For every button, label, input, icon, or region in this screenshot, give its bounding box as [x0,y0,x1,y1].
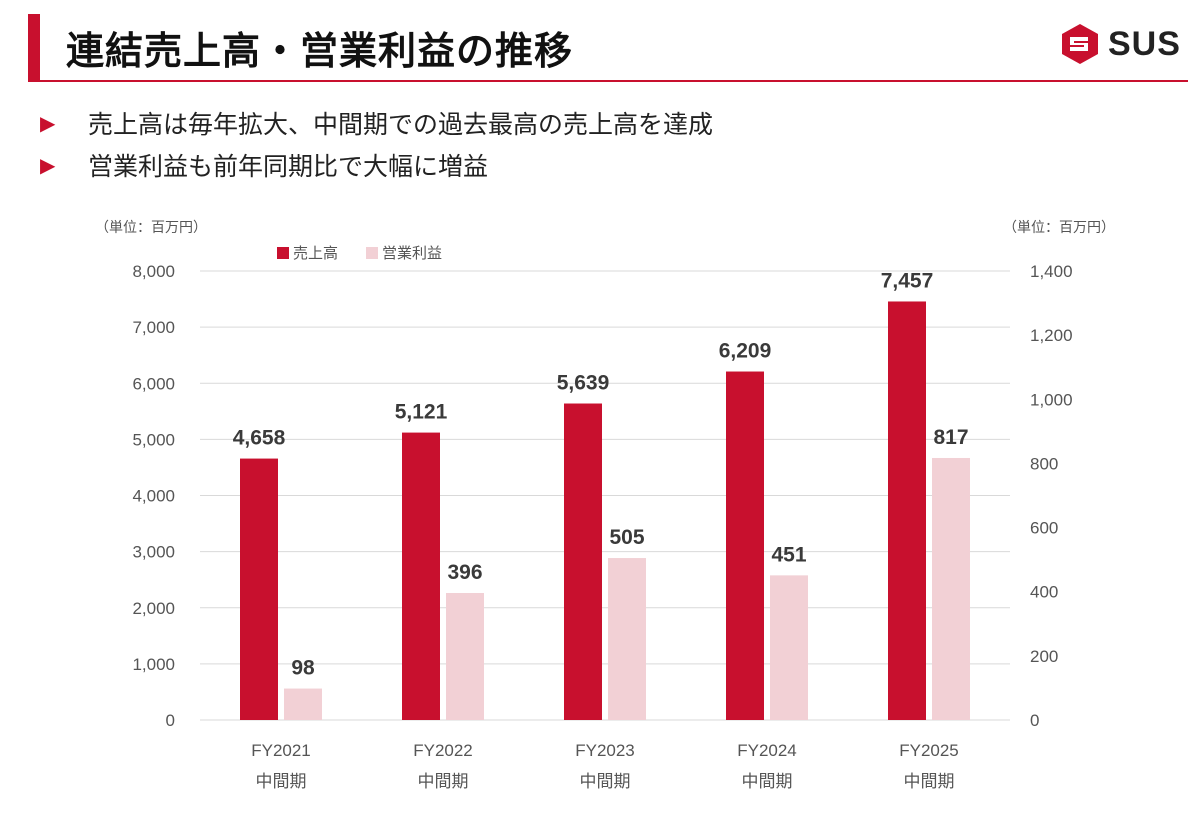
x-axis-tick: FY2025 [899,741,959,760]
right-axis-tick: 200 [1030,647,1058,666]
profit-bar [284,688,322,720]
sales-data-label: 5,639 [557,372,610,395]
x-axis-tick: 中間期 [904,772,955,791]
left-axis-tick: 1,000 [132,655,175,674]
left-axis-unit: （単位：百万円） [95,220,207,236]
right-axis-tick: 1,000 [1030,390,1073,409]
profit-data-label: 817 [933,426,968,449]
profit-bar [446,592,484,720]
sales-bar [240,458,278,720]
x-axis-tick: FY2021 [251,741,311,760]
sus-logo-icon [1062,24,1098,64]
right-axis-tick: 600 [1030,519,1058,538]
title-accent-bar [28,14,40,80]
left-axis-tick: 0 [166,711,175,730]
sales-data-label: 7,457 [881,269,934,292]
right-axis-tick: 1,200 [1030,326,1073,345]
left-axis-tick: 5,000 [132,430,175,449]
profit-bar [608,558,646,720]
x-axis-tick: 中間期 [418,772,469,791]
right-axis-tick: 0 [1030,711,1039,730]
bullet-list: ▶ 売上高は毎年拡大、中間期での過去最高の売上高を達成 ▶ 営業利益も前年同期比… [40,102,713,186]
profit-data-label: 98 [291,657,315,680]
bullet-text: 売上高は毎年拡大、中間期での過去最高の売上高を達成 [88,110,714,139]
x-axis-tick: FY2024 [737,741,797,760]
profit-bar [932,457,970,720]
legend-swatch-profit [366,247,378,259]
right-axis-unit: （単位：百万円） [1003,220,1115,236]
sales-profit-chart: （単位：百万円） （単位：百万円） 売上高 営業利益 0 1,000 2,000 3,000 4… [95,220,1115,791]
bullet-item: ▶ 営業利益も前年同期比で大幅に増益 [40,144,713,186]
company-logo: SUS [1058,22,1181,66]
triangle-bullet-icon: ▶ [40,111,56,135]
legend-label-profit: 営業利益 [382,244,442,262]
left-axis-tick: 7,000 [132,318,175,337]
left-axis-tick: 4,000 [132,487,175,506]
left-axis-tick: 8,000 [132,262,175,281]
x-axis-tick: FY2022 [413,741,473,760]
right-axis-tick: 800 [1030,454,1058,473]
profit-data-label: 396 [447,561,482,584]
right-axis-tick: 400 [1030,583,1058,602]
profit-data-label: 505 [609,526,644,549]
profit-bar [770,575,808,720]
sales-bar [564,403,602,720]
title-underline [28,80,1188,82]
sales-bar [726,371,764,720]
x-axis-tick: 中間期 [742,772,793,791]
legend-label-sales: 売上高 [293,244,338,262]
left-axis-tick: 6,000 [132,374,175,393]
right-axis-tick: 1,400 [1030,262,1073,281]
x-axis-tick: 中間期 [256,772,307,791]
sales-data-label: 4,658 [233,427,286,450]
sales-bar [888,301,926,720]
logo-text: SUS [1108,24,1181,63]
sales-data-label: 6,209 [719,340,772,363]
bullet-item: ▶ 売上高は毎年拡大、中間期での過去最高の売上高を達成 [40,102,713,144]
sales-bar [402,432,440,720]
bullet-text: 営業利益も前年同期比で大幅に増益 [88,152,489,181]
x-axis-tick: 中間期 [580,772,631,791]
left-axis-tick: 2,000 [132,599,175,618]
page-title: 連結売上高・営業利益の推移 [66,29,574,73]
sales-data-label: 5,121 [395,401,448,424]
profit-data-label: 451 [771,543,806,566]
left-axis-tick: 3,000 [132,543,175,562]
legend-swatch-sales [277,247,289,259]
x-axis-tick: FY2023 [575,741,635,760]
triangle-bullet-icon: ▶ [40,153,56,177]
